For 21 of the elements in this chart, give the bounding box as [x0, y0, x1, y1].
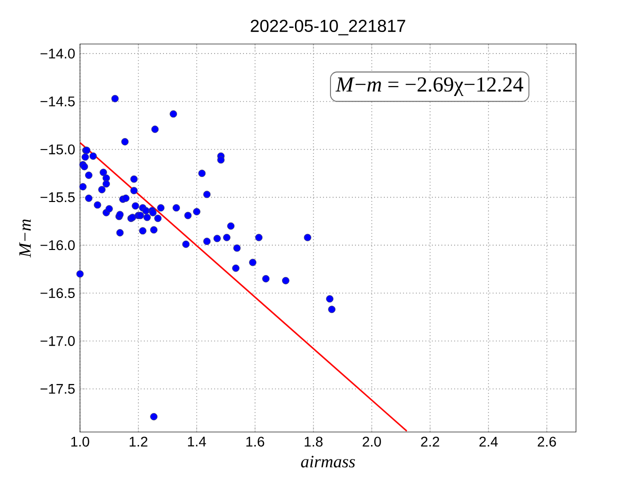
x-tick-label: 1.4: [188, 436, 206, 446]
annotation: M−m = −2.69χ−12.24: [336, 77, 524, 96]
y-tick-label: −14.0: [40, 48, 75, 59]
x-tick-label: 2.4: [479, 436, 498, 446]
y-tick-label: −16.5: [40, 288, 75, 298]
y-tick-label: −14.5: [40, 96, 75, 106]
x-tick-label: 1.6: [246, 436, 264, 447]
y-tick-label: −17.5: [40, 384, 75, 394]
x-tick-label: 1.2: [130, 436, 148, 446]
x-tick-label: 2.6: [538, 436, 556, 447]
x-tick-label: 2.2: [421, 436, 440, 446]
y-axis-title: M−m: [19, 219, 31, 258]
chart-title: 2022-05-10_221817: [250, 20, 406, 36]
x-tick-label: 1.0: [71, 436, 90, 447]
y-tick-label: −16.0: [40, 240, 75, 250]
y-tick-label: −17.0: [40, 336, 75, 346]
x-tick-label: 2.0: [362, 436, 381, 447]
y-tick-label: −15.5: [40, 192, 75, 202]
x-axis-title: airmass: [301, 456, 355, 468]
x-tick-label: 1.8: [304, 436, 323, 447]
y-tick-label: −15.0: [40, 144, 75, 154]
